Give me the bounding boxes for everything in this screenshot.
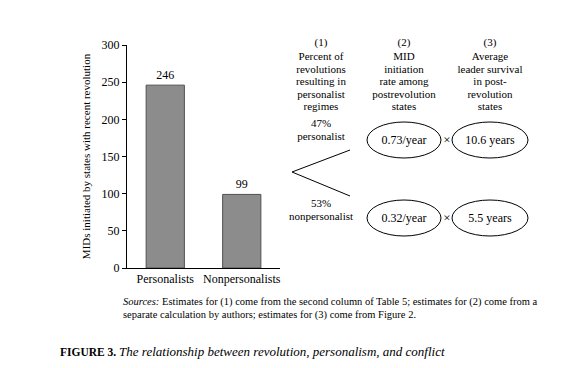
- svg-text:regimes: regimes: [304, 100, 339, 112]
- svg-text:0.32/year: 0.32/year: [382, 211, 427, 225]
- svg-text:10.6 years: 10.6 years: [465, 133, 515, 147]
- svg-text:200: 200: [102, 113, 120, 127]
- svg-text:Sources: Estimates for (1) com: Sources: Estimates for (1) come from the…: [123, 296, 538, 308]
- svg-text:(3): (3): [484, 36, 497, 49]
- svg-text:rate among: rate among: [379, 75, 429, 87]
- svg-text:0: 0: [114, 261, 120, 275]
- svg-text:(1): (1): [315, 36, 328, 49]
- svg-text:FIGURE 3. The relationship bet: FIGURE 3. The relationship between revol…: [60, 344, 445, 359]
- svg-text:Average: Average: [472, 50, 509, 62]
- svg-text:revolutions: revolutions: [296, 63, 346, 75]
- svg-text:initiation: initiation: [384, 63, 424, 75]
- svg-text:separate calculation by author: separate calculation by authors; estimat…: [123, 309, 416, 321]
- svg-text:resulting in: resulting in: [296, 75, 346, 87]
- svg-text:5.5 years: 5.5 years: [468, 211, 512, 225]
- svg-text:100: 100: [102, 187, 120, 201]
- svg-text:MIDs initiated by states with: MIDs initiated by states with recent rev…: [80, 53, 92, 259]
- svg-text:53%: 53%: [311, 197, 331, 209]
- svg-text:nonpersonalist: nonpersonalist: [289, 210, 353, 222]
- svg-text:in post-: in post-: [473, 75, 507, 87]
- svg-text:personalist: personalist: [297, 130, 345, 142]
- svg-text:246: 246: [156, 68, 174, 82]
- svg-text:states: states: [392, 100, 416, 112]
- svg-text:leader survival: leader survival: [457, 63, 522, 75]
- svg-text:50: 50: [108, 224, 120, 238]
- svg-text:300: 300: [102, 38, 120, 52]
- svg-text:postrevolution: postrevolution: [372, 88, 436, 100]
- svg-text:99: 99: [236, 177, 248, 191]
- svg-text:states: states: [478, 100, 502, 112]
- svg-text:Percent of: Percent of: [299, 50, 344, 62]
- svg-text:150: 150: [102, 150, 120, 164]
- svg-text:Nonpersonalists: Nonpersonalists: [203, 272, 281, 286]
- svg-text:MID: MID: [393, 50, 414, 62]
- svg-text:revolution: revolution: [467, 88, 513, 100]
- svg-text:(2): (2): [398, 36, 411, 49]
- svg-text:0.73/year: 0.73/year: [382, 133, 427, 147]
- svg-text:personalist: personalist: [297, 88, 345, 100]
- svg-text:Personalists: Personalists: [137, 272, 195, 286]
- svg-text:×: ×: [443, 132, 450, 147]
- svg-text:×: ×: [443, 210, 450, 225]
- svg-text:250: 250: [102, 75, 120, 89]
- svg-text:47%: 47%: [311, 117, 331, 129]
